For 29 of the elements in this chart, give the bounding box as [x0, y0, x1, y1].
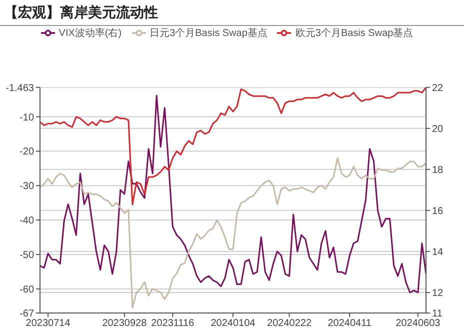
line-series	[40, 157, 426, 309]
line-series	[40, 94, 426, 294]
y-tick-label: -1.463	[6, 82, 34, 94]
y2-tick-label: 18	[432, 164, 444, 176]
x-tick-label: 20240411	[328, 318, 372, 330]
x-tick-label: 20230928	[102, 318, 148, 330]
y2-tick-label: 22	[432, 82, 444, 94]
y2-tick-label: 20	[432, 124, 444, 135]
chart-title: 【宏观】离岸美元流动性	[4, 4, 158, 22]
y2-tick-label: 11	[432, 308, 443, 320]
y-tick-label: -10	[20, 112, 34, 124]
y-tick-label: -40	[20, 216, 34, 227]
y2-tick-label: 14	[432, 247, 444, 258]
legend-label: 日元3个月Basis Swap基点	[150, 28, 268, 39]
x-tick-label: 20240603	[396, 318, 441, 330]
x-tick-label: 20240222	[267, 318, 312, 330]
x-tick-label: 20240104	[210, 318, 256, 330]
line-series	[40, 87, 426, 206]
x-tick-label: 20230714	[26, 318, 71, 330]
y-tick-label: -30	[20, 181, 34, 192]
y-tick-label: -50	[20, 250, 34, 262]
y-tick-label: -60	[20, 284, 34, 296]
y2-tick-label: 16	[432, 206, 444, 217]
legend-label: 欧元3个月Basis Swap基点	[295, 28, 414, 39]
y-tick-label: -20	[20, 146, 34, 158]
y-tick-label: -67	[20, 308, 34, 320]
y2-tick-label: 12	[432, 288, 444, 300]
legend-label: VIX波动率(右)	[58, 28, 122, 39]
x-tick-label: 20231116	[151, 318, 195, 330]
